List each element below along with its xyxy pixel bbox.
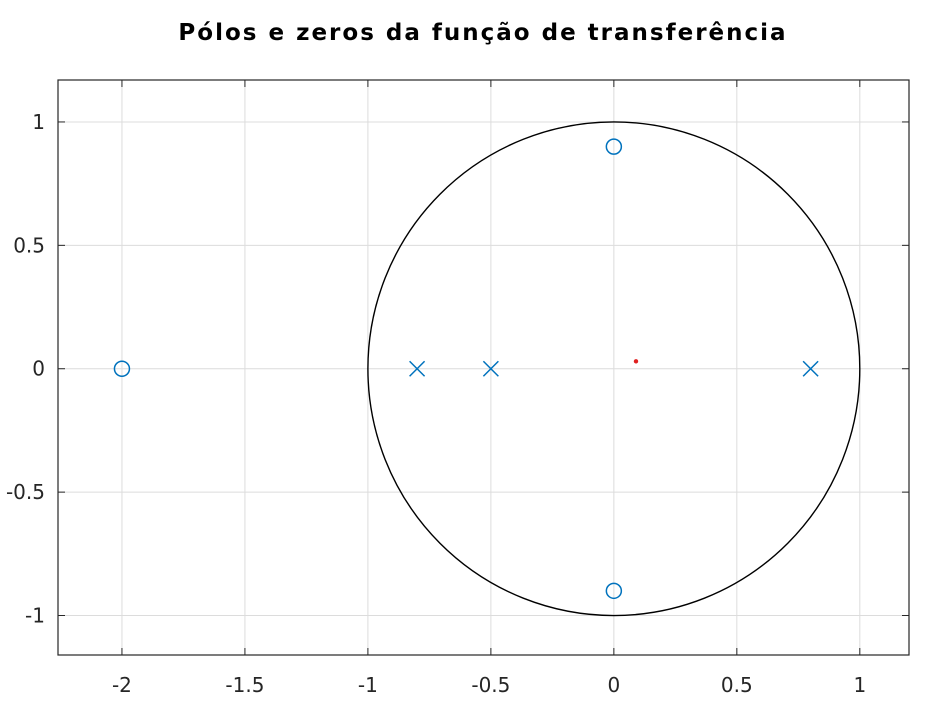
- plot-area-background: [58, 80, 909, 655]
- pole-marker-stroke: [482, 360, 499, 377]
- axis-ticks: [58, 80, 909, 655]
- pole-marker-stroke: [409, 360, 426, 377]
- pole-marker: [482, 360, 499, 377]
- unit-circle: [367, 121, 861, 617]
- markers-layer: [113, 138, 819, 600]
- x-tick-label: 1: [853, 673, 866, 697]
- x-tick-label: -1.5: [225, 673, 264, 697]
- pole-marker: [802, 360, 819, 377]
- y-tick-label: 0: [32, 357, 45, 381]
- x-tick-label: -0.5: [471, 673, 510, 697]
- x-tick-label: -2: [112, 673, 132, 697]
- plot-area-frame: [57, 79, 910, 656]
- unit-circle-layer: [367, 121, 861, 617]
- red-dot-marker: [633, 359, 639, 364]
- zero-marker: [113, 360, 131, 377]
- tick-labels: -2 -1.5 -1 -0.5 0 0.5 1 -1 -0.5 0 0.5 1: [6, 110, 866, 697]
- zero-marker: [605, 138, 623, 155]
- x-tick-label: 0: [607, 673, 620, 697]
- chart-title: Pólos e zeros da função de transferência: [178, 20, 788, 46]
- y-tick-label: -1: [25, 604, 45, 628]
- x-tick-label: 0.5: [721, 673, 753, 697]
- y-tick-label: 1: [32, 110, 45, 134]
- x-tick-label: -1: [358, 673, 378, 697]
- pole-marker-stroke: [802, 360, 819, 377]
- pole-marker: [409, 360, 426, 377]
- y-tick-label: 0.5: [13, 233, 45, 257]
- y-tick-label: -0.5: [6, 480, 45, 504]
- zero-marker: [605, 582, 623, 600]
